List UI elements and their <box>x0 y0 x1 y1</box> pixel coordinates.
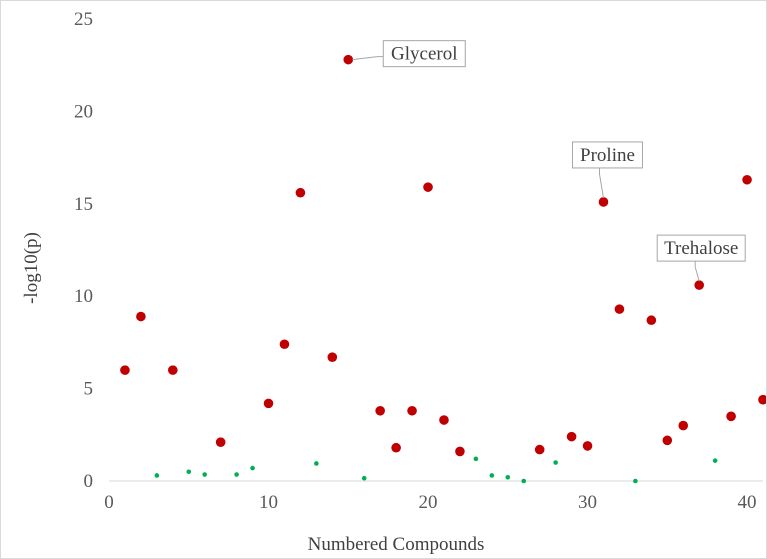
y-axis-title: -log10(p) <box>21 232 42 304</box>
tick-labels: 0 10 20 30 40 0 5 10 15 20 25 <box>74 9 757 513</box>
callout-box <box>571 141 643 169</box>
significant-point <box>694 280 704 290</box>
x-tick-label: 40 <box>738 492 757 513</box>
significant-point <box>407 405 417 416</box>
callout-trehalose: Trehalose <box>656 234 746 282</box>
y-tick-label: 10 <box>74 286 93 307</box>
y-tick-label: 5 <box>84 379 94 400</box>
callout-leader-line <box>598 167 604 199</box>
callout-glycerol: Glycerol <box>352 40 466 68</box>
callout-label: Trehalose <box>664 238 738 259</box>
callouts: Glycerol Proline Trehalose <box>352 40 746 282</box>
non-significant-point <box>553 460 558 465</box>
non-significant-point <box>154 473 160 478</box>
significant-point <box>327 352 338 362</box>
non-significant-point <box>314 461 319 466</box>
non-significant-point <box>361 475 367 481</box>
significant-point <box>439 415 449 425</box>
significant-point <box>598 197 609 207</box>
significant-point <box>758 394 766 405</box>
callout-proline: Proline <box>571 141 643 199</box>
significant-point <box>263 398 274 409</box>
non-significant-point <box>521 478 527 484</box>
callout-box <box>656 234 746 262</box>
significant-point <box>582 441 593 451</box>
y-tick-label: 20 <box>74 101 93 122</box>
non-significant-point <box>234 472 239 477</box>
non-significant-point <box>489 473 495 478</box>
x-axis-title: Numbered Compounds <box>308 534 485 555</box>
significant-point <box>120 365 130 375</box>
significant-point <box>168 365 178 375</box>
non-significant-point <box>186 469 192 475</box>
significant-point <box>343 54 354 65</box>
non-significant-point <box>250 465 255 471</box>
x-tick-label: 20 <box>419 492 438 513</box>
significant-point <box>423 182 433 192</box>
x-tick-label: 0 <box>104 492 114 513</box>
non-significant-point <box>202 472 208 477</box>
non-significant-point <box>473 456 479 462</box>
x-tick-label: 30 <box>578 492 597 513</box>
callout-box <box>382 40 466 68</box>
significant-point <box>566 431 577 442</box>
x-tick-label: 10 <box>259 492 278 513</box>
non-significant-point <box>633 478 638 484</box>
significant-point <box>646 315 657 326</box>
y-tick-label: 25 <box>74 9 93 30</box>
significant-point <box>215 437 226 447</box>
y-tick-label: 0 <box>84 471 94 492</box>
y-tick-label: 15 <box>74 194 93 215</box>
callout-leader-line <box>694 261 700 282</box>
callout-label: Glycerol <box>391 44 457 65</box>
callout-label: Proline <box>580 145 635 166</box>
significant-point <box>678 420 689 431</box>
significant-point <box>136 311 146 322</box>
significant-point <box>455 446 465 457</box>
significant-point <box>726 411 736 422</box>
data-points <box>120 54 766 484</box>
significant-point <box>279 339 290 350</box>
significant-point <box>742 174 752 185</box>
significant-point <box>391 442 401 453</box>
significant-point <box>614 304 625 314</box>
significant-point <box>534 444 545 455</box>
significant-point <box>295 187 306 198</box>
significant-point <box>375 405 385 416</box>
significant-point <box>662 435 673 446</box>
callout-leader-line <box>352 56 384 61</box>
non-significant-point <box>712 458 718 463</box>
non-significant-point <box>505 475 511 480</box>
